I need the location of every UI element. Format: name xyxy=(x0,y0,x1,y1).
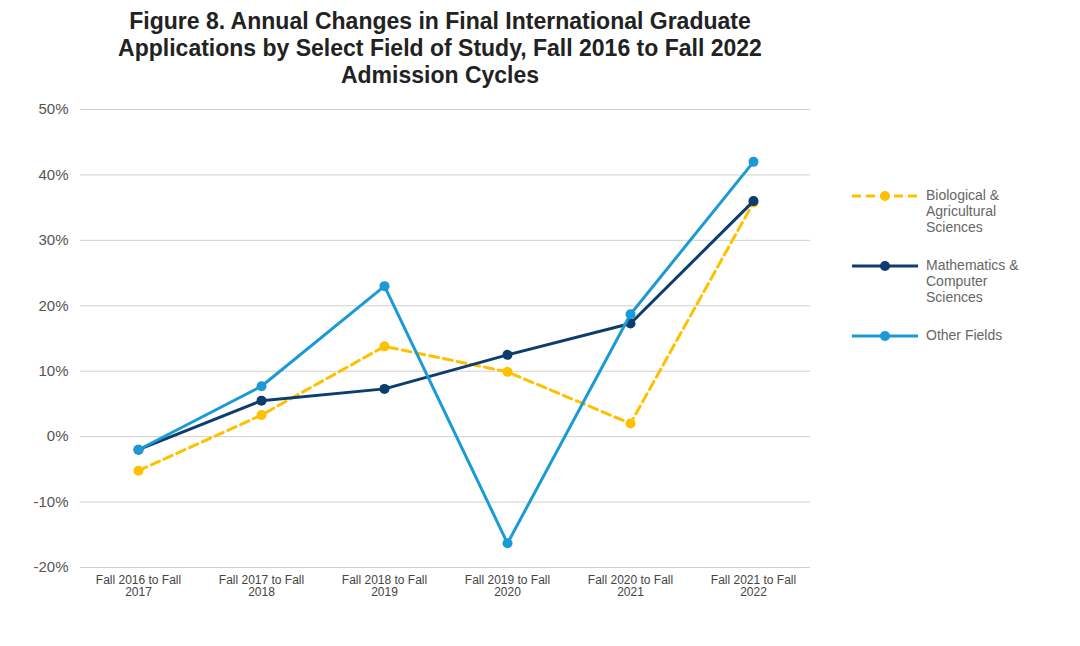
svg-text:20%: 20% xyxy=(38,297,68,314)
svg-text:40%: 40% xyxy=(38,166,68,183)
svg-text:Fall 2016 to Fall2017: Fall 2016 to Fall2017 xyxy=(96,573,181,599)
html-text:Biological & Agricultural Scie: Biological & Agricultural Sciences xyxy=(926,187,1000,235)
svg-text:50%: 50% xyxy=(38,100,68,117)
svg-text:-10%: -10% xyxy=(33,493,68,510)
svg-text:Fall 2020 to Fall2021: Fall 2020 to Fall2021 xyxy=(588,573,673,599)
svg-text:Fall 2019 to Fall2020: Fall 2019 to Fall2020 xyxy=(465,573,550,599)
svg-text:Fall 2018 to Fall2019: Fall 2018 to Fall2019 xyxy=(342,573,427,599)
html-text:Other Fields: Other Fields xyxy=(926,327,1003,343)
svg-text:10%: 10% xyxy=(38,362,68,379)
svg-text:30%: 30% xyxy=(38,231,68,248)
svg-text:-20%: -20% xyxy=(33,558,68,575)
html-text:Figure 8. Annual Changes in Fi: Figure 8. Annual Changes in Final Intern… xyxy=(118,8,762,88)
svg-text:Fall 2017 to Fall2018: Fall 2017 to Fall2018 xyxy=(219,573,304,599)
svg-text:0%: 0% xyxy=(47,427,69,444)
html-text:Mathematics & Computer Science: Mathematics & Computer Sciences xyxy=(926,257,1019,305)
svg-text:Fall 2021 to Fall2022: Fall 2021 to Fall2022 xyxy=(711,573,796,599)
